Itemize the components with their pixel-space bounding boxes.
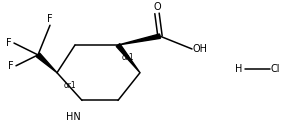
Text: or1: or1 — [122, 53, 135, 62]
Text: F: F — [8, 61, 14, 71]
Text: or1: or1 — [64, 81, 76, 90]
Polygon shape — [36, 53, 57, 73]
Polygon shape — [118, 34, 160, 45]
Text: HN: HN — [65, 112, 80, 122]
Text: Cl: Cl — [271, 64, 281, 74]
Text: OH: OH — [193, 44, 208, 54]
Polygon shape — [116, 44, 140, 73]
Text: H: H — [235, 64, 242, 74]
Text: F: F — [47, 14, 53, 24]
Text: F: F — [6, 38, 12, 48]
Text: O: O — [153, 2, 161, 12]
